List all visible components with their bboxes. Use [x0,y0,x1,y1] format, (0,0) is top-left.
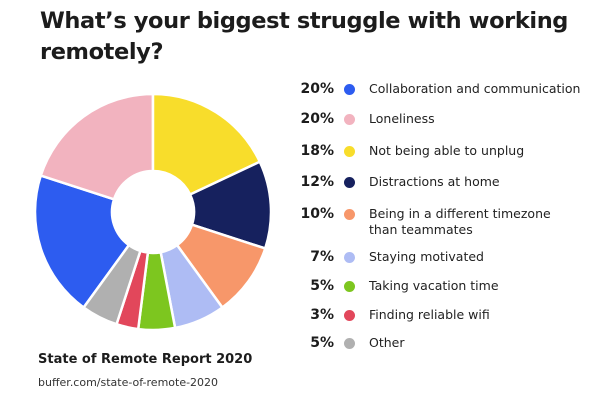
chart-title: What’s your biggest struggle with workin… [40,8,569,65]
pie-slice-collaboration-and-communication [33,173,131,310]
source-url: buffer.com/state-of-remote-2020 [38,376,219,389]
pie-slice-other [81,243,142,326]
source-title: State of Remote Report 2020 [38,352,253,367]
pie-slice-loneliness [39,92,155,201]
pie-slice-not-being-able-to-unplug [151,92,262,197]
